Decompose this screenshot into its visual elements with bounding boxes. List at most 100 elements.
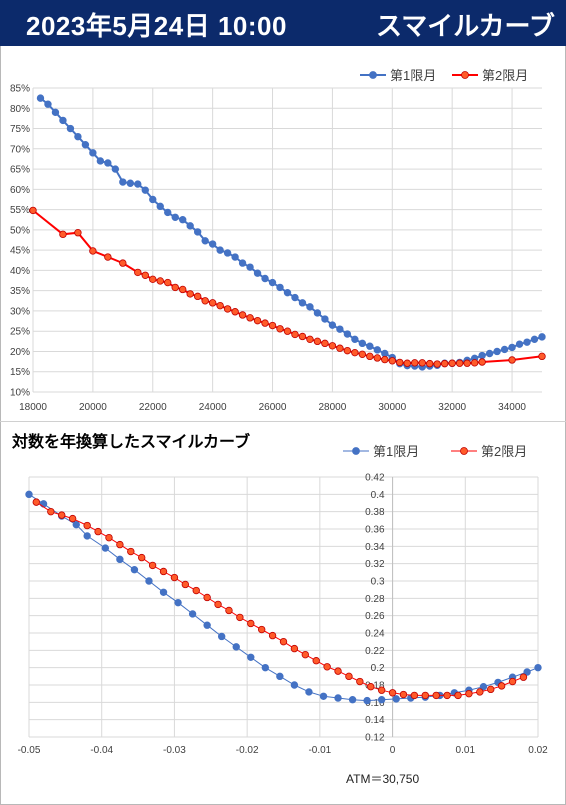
data-point bbox=[247, 619, 255, 628]
data-point bbox=[164, 278, 172, 287]
data-point bbox=[216, 301, 224, 310]
data-point bbox=[336, 344, 344, 352]
smile-curve-chart: 10% 15% 20% 25% 30% 35% 40% 45% 50% 55% 60% 65% 70% 7… bbox=[10, 68, 546, 413]
data-point bbox=[214, 600, 222, 609]
data-point bbox=[479, 683, 488, 691]
data-point bbox=[403, 359, 411, 367]
data-point bbox=[126, 179, 135, 187]
data-point bbox=[104, 253, 112, 261]
data-point bbox=[246, 314, 254, 322]
header-datetime: 2023年5月24日 10:00 bbox=[26, 11, 287, 41]
data-point bbox=[238, 259, 247, 267]
data-point bbox=[59, 116, 67, 125]
data-point bbox=[149, 275, 157, 284]
data-point bbox=[231, 253, 239, 261]
data-point bbox=[94, 527, 102, 536]
legend-marker bbox=[369, 71, 377, 79]
x-tick-label: 32000 bbox=[438, 402, 466, 413]
data-point bbox=[201, 237, 209, 245]
data-point bbox=[366, 342, 374, 350]
page-header: 2023年5月24日 10:00 スマイルカーブ bbox=[0, 0, 566, 46]
data-point bbox=[455, 359, 464, 367]
data-point bbox=[253, 316, 262, 325]
y-tick-label: 15% bbox=[10, 367, 30, 378]
data-point bbox=[392, 695, 400, 703]
data-point bbox=[497, 682, 506, 690]
data-point bbox=[276, 283, 284, 292]
y-tick-label: 75% bbox=[10, 124, 30, 135]
data-point bbox=[348, 696, 357, 704]
data-point bbox=[217, 632, 226, 641]
data-point bbox=[192, 586, 200, 595]
y-tick-label: 0.22 bbox=[365, 646, 385, 657]
data-point bbox=[291, 330, 299, 339]
data-point bbox=[358, 350, 367, 359]
data-point bbox=[193, 228, 202, 236]
y-tick-label: 35% bbox=[10, 286, 30, 297]
data-point bbox=[111, 165, 120, 173]
data-point bbox=[58, 511, 66, 519]
data-point bbox=[174, 598, 182, 607]
data-point bbox=[432, 691, 440, 700]
data-point bbox=[306, 303, 314, 311]
data-point bbox=[534, 663, 542, 672]
data-point bbox=[268, 631, 277, 640]
data-point bbox=[44, 100, 52, 108]
data-point bbox=[104, 159, 112, 167]
y-tick-label: 70% bbox=[10, 144, 30, 155]
x-tick-label: 20000 bbox=[79, 402, 107, 413]
data-point bbox=[276, 325, 284, 333]
data-point bbox=[89, 247, 97, 255]
x-tick-label: 22000 bbox=[139, 402, 167, 413]
data-point bbox=[312, 657, 320, 665]
data-point bbox=[216, 246, 224, 254]
y-tick-label: 0.38 bbox=[365, 507, 385, 518]
y-tick-label: 0.34 bbox=[365, 542, 385, 553]
data-point bbox=[89, 149, 97, 157]
y-tick-label: 50% bbox=[10, 225, 30, 236]
data-point bbox=[388, 689, 397, 697]
data-point bbox=[268, 321, 277, 330]
data-point bbox=[32, 498, 40, 506]
x-tick-label: -0.05 bbox=[18, 745, 41, 756]
data-point bbox=[351, 335, 359, 344]
data-point bbox=[119, 178, 127, 186]
y-tick-label: 80% bbox=[10, 104, 30, 115]
data-point bbox=[51, 108, 60, 117]
data-point bbox=[463, 359, 471, 367]
data-point bbox=[170, 573, 179, 582]
data-point bbox=[66, 124, 75, 133]
data-point bbox=[116, 555, 124, 564]
data-point bbox=[433, 360, 441, 368]
legend-marker bbox=[461, 71, 469, 79]
data-point bbox=[411, 359, 419, 367]
data-point bbox=[381, 355, 389, 364]
y-tick-label: 0.26 bbox=[365, 611, 385, 622]
data-point bbox=[156, 202, 164, 211]
data-point bbox=[334, 667, 342, 675]
y-tick-label: 45% bbox=[10, 246, 30, 257]
data-point bbox=[323, 663, 331, 671]
chart-divider bbox=[0, 421, 566, 422]
data-point bbox=[101, 544, 110, 552]
x-tick-label: 28000 bbox=[319, 402, 347, 413]
data-point bbox=[225, 606, 233, 615]
data-point bbox=[454, 691, 462, 700]
data-point bbox=[538, 352, 546, 361]
x-tick-label: -0.03 bbox=[163, 745, 186, 756]
data-point bbox=[358, 339, 367, 348]
y-tick-label: 0.2 bbox=[371, 663, 385, 674]
data-point bbox=[127, 547, 135, 556]
x-tick-label: 24000 bbox=[199, 402, 227, 413]
y-tick-label: 0.4 bbox=[371, 490, 385, 501]
y-tick-label: 0.36 bbox=[365, 525, 385, 536]
y-tick-label: 85% bbox=[10, 84, 30, 95]
y-tick-label: 0.14 bbox=[365, 715, 385, 726]
data-point bbox=[223, 249, 232, 257]
data-point bbox=[478, 358, 486, 366]
data-point bbox=[345, 672, 353, 681]
x-tick-label: 30000 bbox=[378, 402, 406, 413]
data-point bbox=[238, 311, 247, 319]
y-tick-label: 10% bbox=[10, 388, 30, 399]
